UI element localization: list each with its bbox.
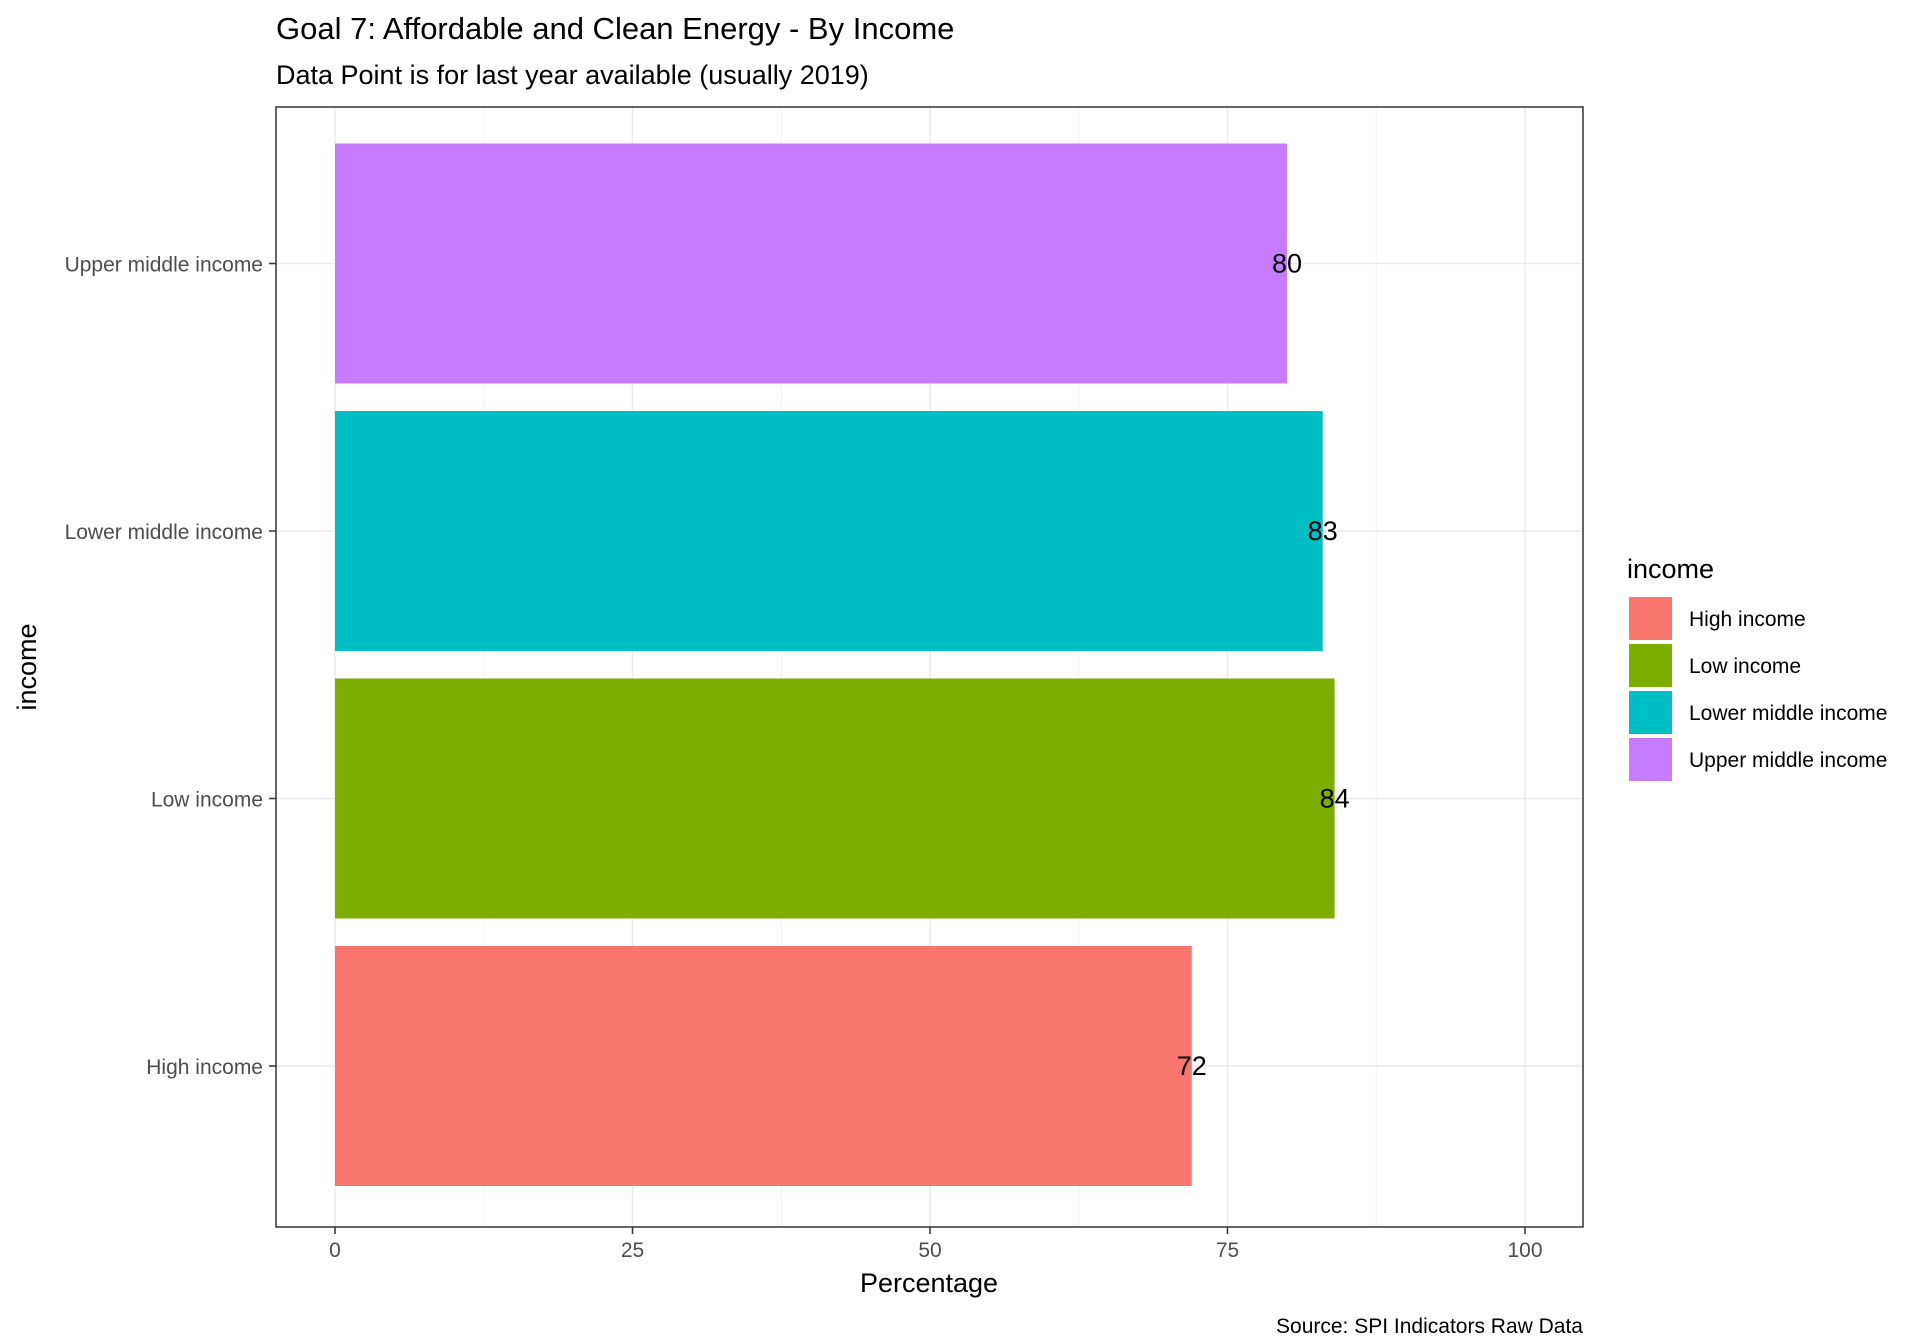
legend-label: Lower middle income [1689, 702, 1887, 725]
legend-label: Low income [1689, 655, 1801, 678]
bars [335, 143, 1335, 1186]
chart-subtitle: Data Point is for last year available (u… [276, 60, 869, 90]
y-tick-label: High income [146, 1056, 263, 1079]
legend-key [1629, 597, 1672, 640]
bar [335, 411, 1323, 651]
y-tick-label: Low income [151, 789, 263, 812]
bar [335, 946, 1192, 1186]
legend-key [1629, 738, 1672, 781]
x-tick-label: 50 [918, 1239, 941, 1262]
x-tick-label: 0 [329, 1239, 341, 1262]
axes: 0 25 50 75 100 High income Low income Lower mid… [65, 254, 1543, 1263]
legend: income High income Low income Lower middle… [1627, 554, 1887, 781]
legend-title: income [1627, 554, 1714, 584]
y-tick-label: Lower middle income [65, 521, 263, 544]
x-tick-label: 25 [621, 1239, 644, 1262]
bar [335, 678, 1335, 919]
x-axis-title: Percentage [860, 1268, 998, 1298]
chart-caption: Source: SPI Indicators Raw Data [1276, 1315, 1583, 1338]
legend-label: High income [1689, 608, 1806, 631]
bar [335, 143, 1287, 384]
data-label: 84 [1320, 784, 1350, 814]
legend-label: Upper middle income [1689, 749, 1887, 772]
x-tick-label: 75 [1216, 1239, 1239, 1262]
legend-key [1629, 644, 1672, 687]
y-axis-title: income [12, 623, 42, 710]
legend-key [1629, 691, 1672, 734]
data-labels: 72 84 83 80 [1177, 249, 1350, 1082]
data-label: 83 [1308, 516, 1338, 546]
chart-title: Goal 7: Affordable and Clean Energy - By… [276, 11, 954, 46]
x-tick-label: 100 [1507, 1239, 1542, 1262]
data-label: 80 [1272, 249, 1302, 279]
data-label: 72 [1177, 1051, 1207, 1081]
y-tick-label: Upper middle income [65, 254, 263, 277]
